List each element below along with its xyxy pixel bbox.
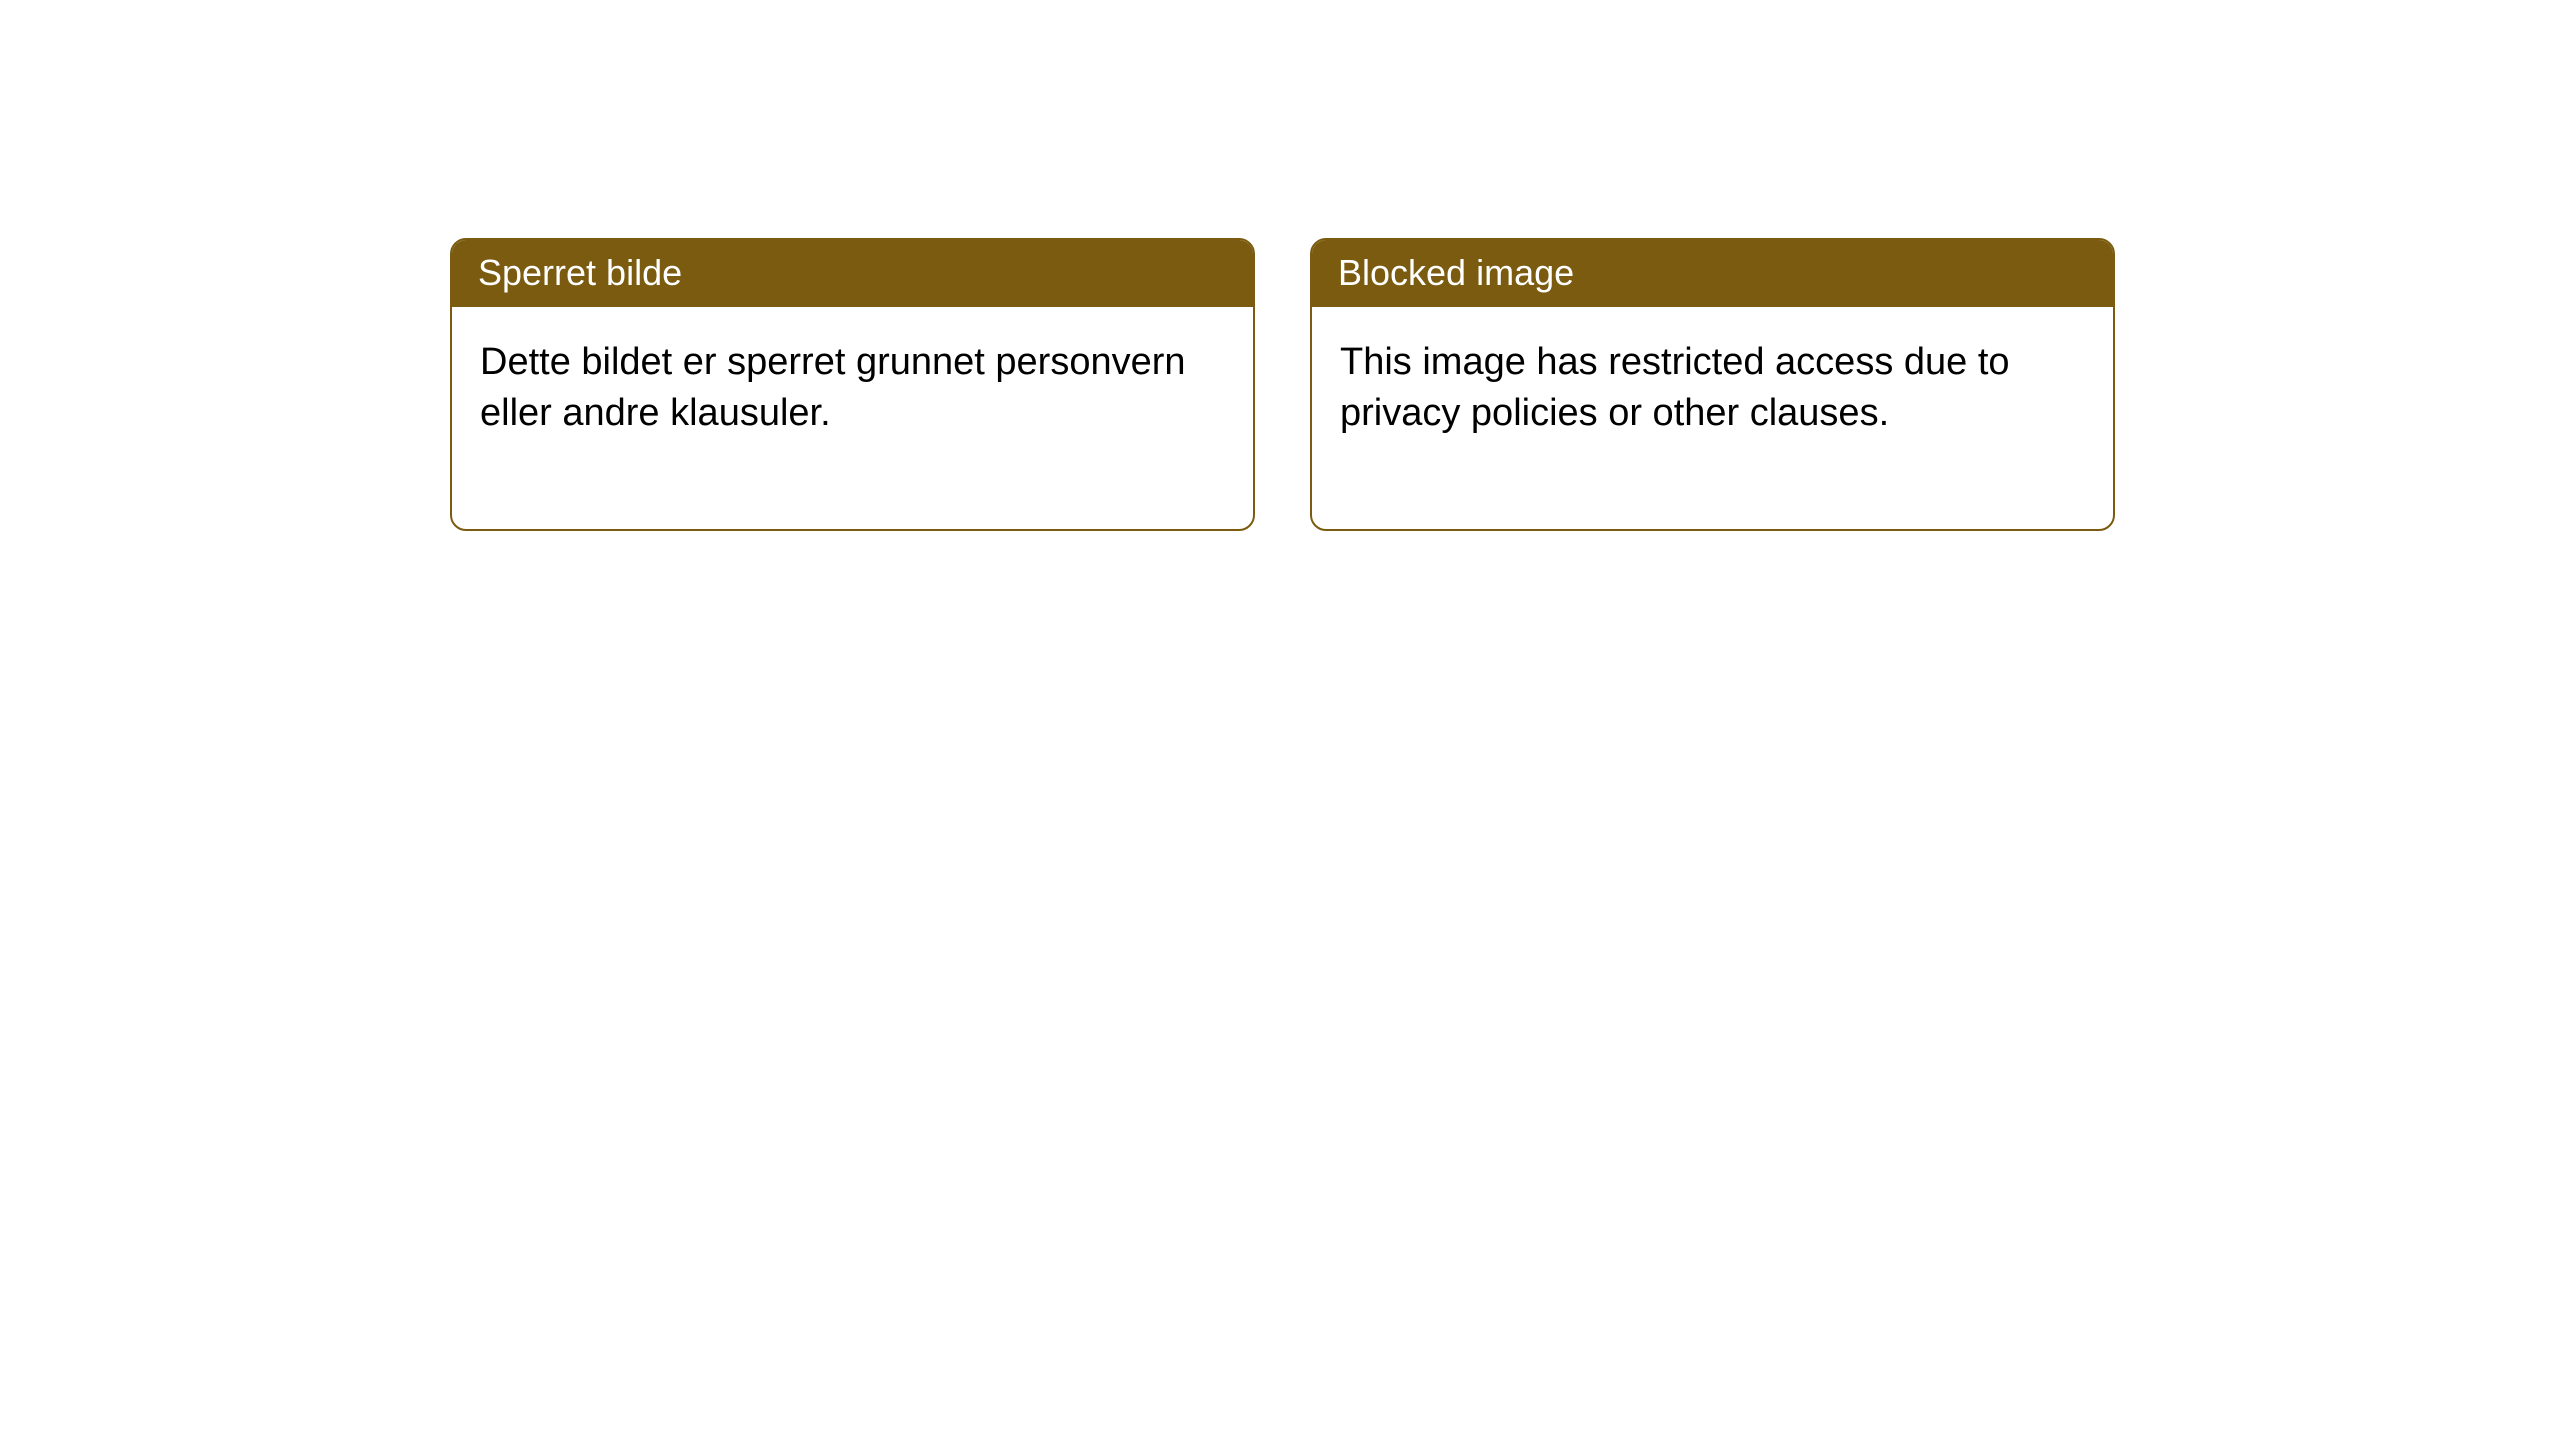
notice-header: Sperret bilde — [452, 240, 1253, 307]
notices-container: Sperret bilde Dette bildet er sperret gr… — [450, 238, 2115, 531]
notice-box-english: Blocked image This image has restricted … — [1310, 238, 2115, 531]
notice-box-norwegian: Sperret bilde Dette bildet er sperret gr… — [450, 238, 1255, 531]
notice-body: This image has restricted access due to … — [1312, 307, 2113, 530]
notice-body: Dette bildet er sperret grunnet personve… — [452, 307, 1253, 530]
notice-header: Blocked image — [1312, 240, 2113, 307]
